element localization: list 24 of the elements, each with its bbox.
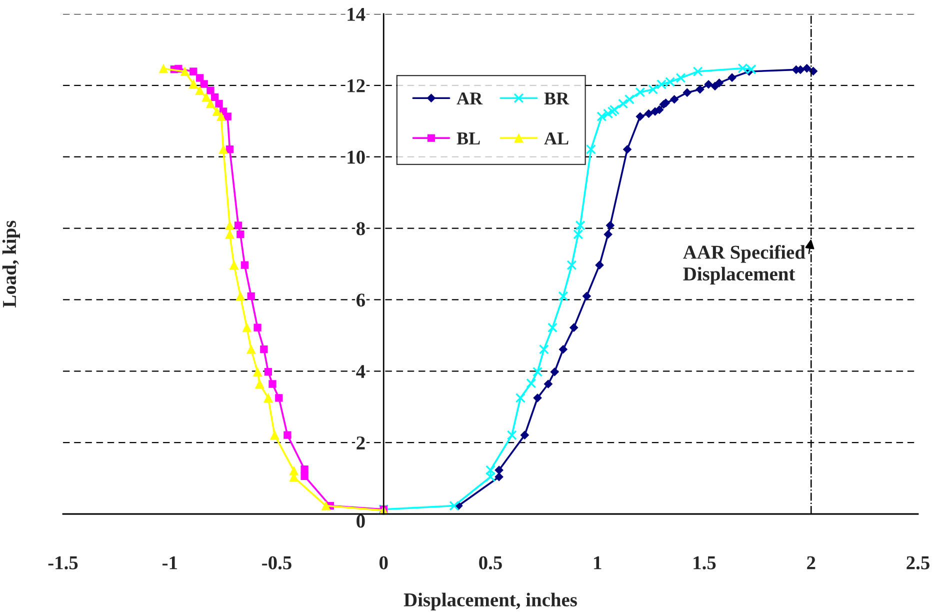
y-tick-label: 0 (356, 514, 365, 528)
annotation: AAR Specified Displacement (683, 244, 806, 284)
x-tick-label: -0.5 (262, 556, 292, 570)
x-tick-label: 0 (380, 556, 388, 570)
y-tick-label: 8 (356, 222, 365, 236)
x-axis-title: Displacement, inches (404, 592, 577, 610)
x-tick-label: -1.5 (48, 556, 78, 570)
y-tick-label: 10 (348, 150, 365, 164)
x-tick-label: 2 (807, 556, 816, 570)
y-tick-label: 6 (356, 294, 365, 307)
legend-label: BL (456, 132, 480, 144)
x-tick-label: 2.5 (906, 556, 930, 570)
x-tick-label: 0.5 (479, 556, 502, 570)
legend-label: AR (456, 92, 483, 104)
legend-label: AL (544, 132, 568, 144)
x-tick-label: 1 (594, 556, 602, 570)
y-tick-label: 2 (356, 436, 365, 450)
x-tick-label: -1 (162, 556, 177, 570)
y-tick-label: 4 (356, 365, 366, 378)
x-tick-label: 1.5 (694, 556, 716, 570)
legend-label: BR (544, 92, 570, 104)
y-tick-label: 14 (348, 8, 366, 21)
y-axis-title: Load, kips (2, 220, 20, 308)
y-tick-label: 12 (348, 79, 365, 92)
